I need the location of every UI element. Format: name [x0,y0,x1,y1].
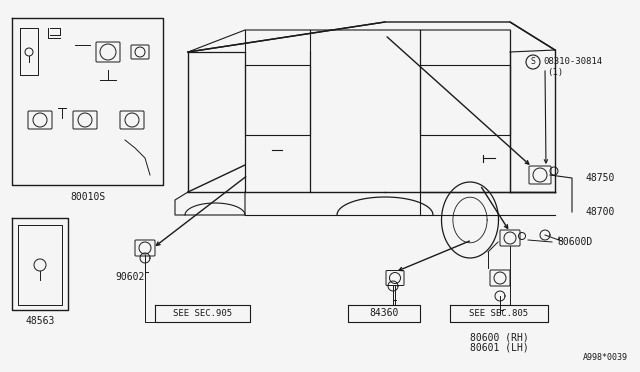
Text: 48563: 48563 [26,316,54,326]
Text: 80010S: 80010S [70,192,106,202]
Text: 08310-30814: 08310-30814 [543,58,602,67]
Text: SEE SEC.905: SEE SEC.905 [173,309,232,318]
Text: 48750: 48750 [585,173,614,183]
Text: 80600 (RH): 80600 (RH) [470,333,529,343]
Text: 80600D: 80600D [557,237,592,247]
Text: SEE SEC.805: SEE SEC.805 [469,309,529,318]
Text: 84360: 84360 [369,308,399,318]
Text: 90602: 90602 [115,272,145,282]
Text: S: S [531,58,536,67]
Text: 80601 (LH): 80601 (LH) [470,343,529,353]
Text: A998*0039: A998*0039 [583,353,628,362]
Text: (1): (1) [547,68,563,77]
Text: 48700: 48700 [585,207,614,217]
